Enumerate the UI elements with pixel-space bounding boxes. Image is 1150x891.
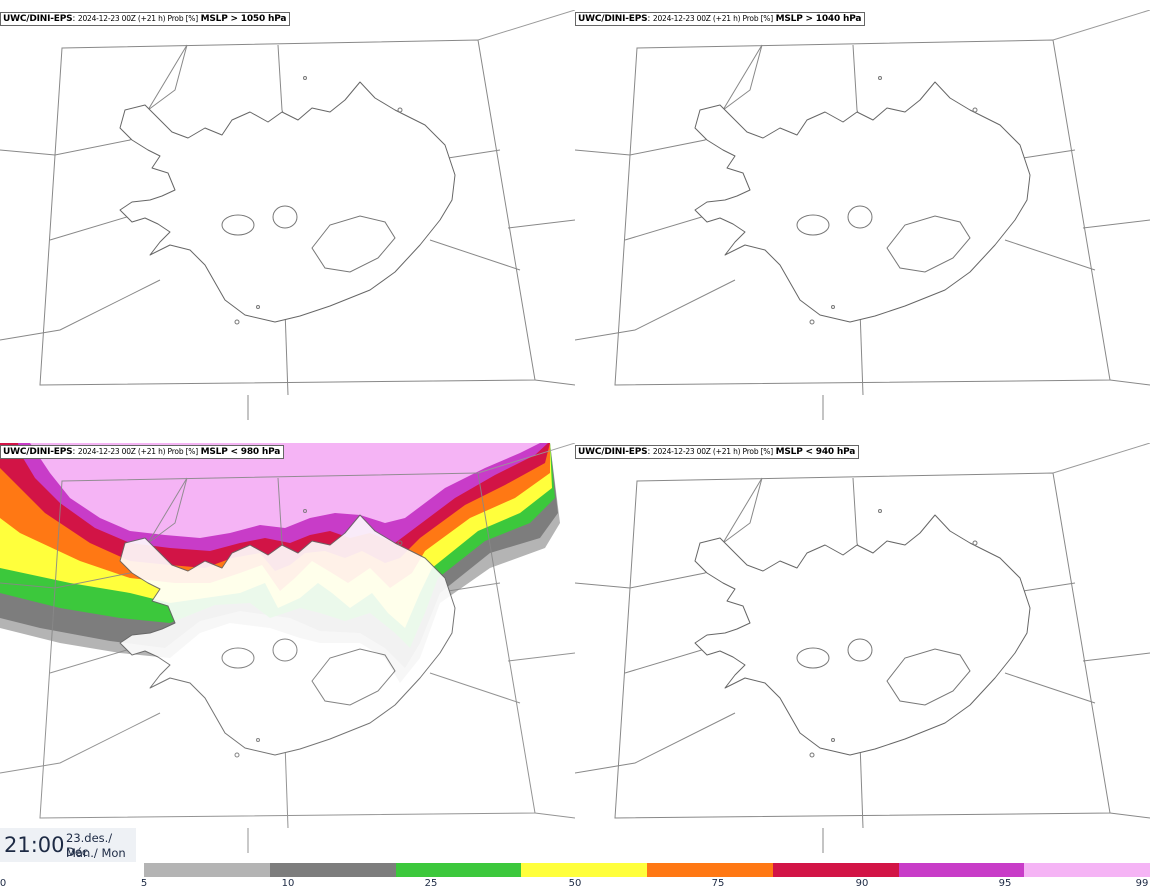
model-name: UWC/DINI-EPS xyxy=(3,14,73,24)
model-name: UWC/DINI-EPS xyxy=(578,447,648,457)
colorbar-tick-label: 75 xyxy=(711,878,725,889)
run-info: 2024-12-23 00Z (+21 h) Prob [%] xyxy=(77,14,198,23)
field-name: MSLP < 940 hPa xyxy=(775,447,856,457)
panel-title: UWC/DINI-EPS: 2024-12-23 00Z (+21 h) Pro… xyxy=(575,445,860,459)
colorbar-segment xyxy=(395,863,522,877)
run-info: 2024-12-23 00Z (+21 h) Prob [%] xyxy=(652,447,773,456)
map-panel-mslp-lt-940: UWC/DINI-EPS: 2024-12-23 00Z (+21 h) Pro… xyxy=(575,443,1150,863)
colorbar-tick-label: 50 xyxy=(568,878,582,889)
run-info: 2024-12-23 00Z (+21 h) Prob [%] xyxy=(652,14,773,23)
colorbar-tick-label: 90 xyxy=(855,878,869,889)
field-name: MSLP > 1050 hPa xyxy=(200,14,287,24)
valid-weekday: Mán./ Mon xyxy=(66,846,126,860)
colorbar-tick-label: 95 xyxy=(998,878,1012,889)
colorbar-segment xyxy=(269,863,396,877)
iceland-map xyxy=(575,443,1150,854)
map-panel-mslp-lt-980: UWC/DINI-EPS: 2024-12-23 00Z (+21 h) Pro… xyxy=(0,443,575,863)
colorbar-tick-label: 25 xyxy=(424,878,438,889)
iceland-map xyxy=(575,10,1150,421)
model-name: UWC/DINI-EPS xyxy=(578,14,648,24)
colorbar-segment xyxy=(521,863,647,877)
colorbar-segment xyxy=(898,863,1025,877)
field-name: MSLP < 980 hPa xyxy=(200,447,281,457)
panel-title: UWC/DINI-EPS: 2024-12-23 00Z (+21 h) Pro… xyxy=(0,445,285,459)
colorbar-segment xyxy=(647,863,773,877)
field-name: MSLP > 1040 hPa xyxy=(775,14,862,24)
valid-time-box: 21:00 23.des./ Dec Mán./ Mon xyxy=(0,828,136,862)
colorbar-segment xyxy=(1024,863,1150,877)
map-panel-mslp-gt-1040: UWC/DINI-EPS: 2024-12-23 00Z (+21 h) Pro… xyxy=(575,10,1150,430)
probability-colorbar xyxy=(144,863,1150,877)
valid-date: 23.des./ Dec xyxy=(66,831,113,859)
iceland-map-probability xyxy=(0,443,575,854)
panel-title: UWC/DINI-EPS: 2024-12-23 00Z (+21 h) Pro… xyxy=(0,12,291,26)
colorbar-segment xyxy=(772,863,899,877)
map-panel-mslp-gt-1050: UWC/DINI-EPS: 2024-12-23 00Z (+21 h) Pro… xyxy=(0,10,575,430)
colorbar-segment xyxy=(144,863,270,877)
colorbar-tick-label: 10 xyxy=(281,878,295,889)
model-name: UWC/DINI-EPS xyxy=(3,447,73,457)
run-info: 2024-12-23 00Z (+21 h) Prob [%] xyxy=(77,447,198,456)
colorbar-tick-label: 5 xyxy=(140,878,148,889)
valid-time: 21:00 xyxy=(4,833,65,857)
panel-title: UWC/DINI-EPS: 2024-12-23 00Z (+21 h) Pro… xyxy=(575,12,866,26)
iceland-map xyxy=(0,10,575,421)
colorbar-tick-label: 0 xyxy=(0,878,7,889)
colorbar-tick-label: 99 xyxy=(1135,878,1149,889)
prob-band-99 xyxy=(30,443,540,538)
